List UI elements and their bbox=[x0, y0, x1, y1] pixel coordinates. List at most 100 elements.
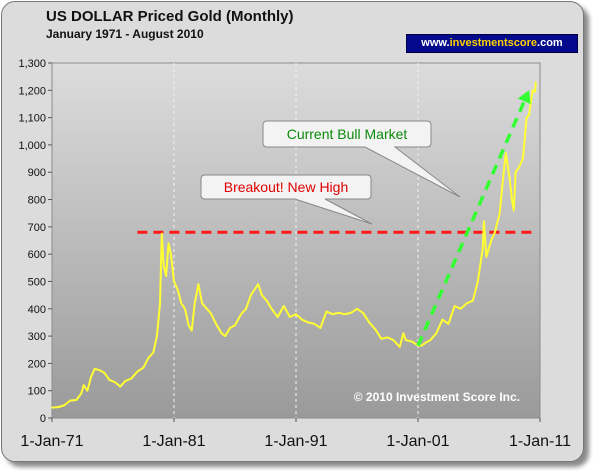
data-point-14 bbox=[119, 385, 122, 388]
website-suffix: .com bbox=[537, 37, 563, 49]
data-point-1 bbox=[57, 406, 59, 408]
data-point-13 bbox=[114, 381, 117, 384]
data-point-16 bbox=[130, 377, 133, 380]
y-tick-label-13: 1,300 bbox=[18, 58, 46, 70]
data-point-74 bbox=[405, 339, 407, 342]
data-point-26 bbox=[167, 242, 170, 244]
bull-market-callout-text: Current Bull Market bbox=[287, 126, 408, 142]
data-point-34 bbox=[193, 302, 196, 305]
data-point-70 bbox=[386, 336, 389, 339]
data-point-79 bbox=[429, 339, 432, 342]
y-tick-label-6: 600 bbox=[28, 249, 46, 261]
y-tick-label-12: 1,200 bbox=[18, 85, 46, 97]
data-point-24 bbox=[162, 264, 165, 266]
data-point-82 bbox=[447, 323, 450, 325]
copyright-label: © 2010 Investment Score Inc. bbox=[354, 390, 520, 404]
data-point-53 bbox=[283, 305, 285, 307]
data-point-51 bbox=[270, 308, 273, 310]
data-point-95 bbox=[505, 152, 507, 154]
data-point-106 bbox=[534, 81, 537, 83]
bull-market-trend-arrow bbox=[416, 100, 526, 347]
data-point-22 bbox=[159, 302, 161, 305]
data-point-39 bbox=[215, 324, 218, 327]
data-point-75 bbox=[411, 340, 413, 343]
data-point-66 bbox=[362, 312, 364, 314]
chart-subtitle: January 1971 - August 2010 bbox=[46, 27, 204, 41]
data-point-47 bbox=[253, 288, 256, 291]
data-point-43 bbox=[234, 324, 236, 327]
bull-market-callout: Current Bull Market bbox=[262, 120, 461, 198]
data-point-37 bbox=[206, 308, 208, 310]
breakout-callout-text: Breakout! New High bbox=[224, 179, 349, 195]
data-point-73 bbox=[402, 332, 405, 335]
data-point-93 bbox=[498, 212, 501, 214]
y-tick-label-3: 300 bbox=[28, 331, 46, 343]
data-point-96 bbox=[508, 176, 511, 179]
y-tick-label-4: 400 bbox=[28, 304, 46, 316]
data-point-49 bbox=[261, 294, 263, 296]
data-point-102 bbox=[525, 116, 528, 119]
data-point-27 bbox=[170, 253, 172, 255]
data-point-15 bbox=[124, 380, 126, 382]
data-point-101 bbox=[522, 157, 524, 160]
data-point-56 bbox=[301, 318, 303, 321]
breakout-callout: Breakout! New High bbox=[200, 174, 373, 225]
data-point-67 bbox=[368, 321, 371, 324]
data-point-7 bbox=[86, 389, 89, 392]
y-tick-label-9: 900 bbox=[28, 167, 46, 179]
data-point-77 bbox=[420, 344, 423, 347]
y-tick-label-10: 1,000 bbox=[18, 140, 46, 152]
data-point-60 bbox=[325, 310, 328, 313]
data-point-45 bbox=[245, 308, 247, 310]
website-highlight: investmentscore bbox=[449, 37, 538, 49]
data-point-103 bbox=[528, 114, 530, 116]
data-point-85 bbox=[466, 302, 468, 305]
data-point-55 bbox=[295, 313, 297, 316]
data-point-10 bbox=[98, 369, 101, 372]
data-point-46 bbox=[250, 294, 252, 296]
data-point-59 bbox=[319, 327, 322, 329]
data-point-11 bbox=[103, 372, 106, 374]
website-badge[interactable]: www.investmentscore.com bbox=[406, 34, 578, 53]
y-tick-label-0: 0 bbox=[40, 413, 46, 425]
data-point-31 bbox=[184, 308, 186, 310]
data-point-19 bbox=[147, 357, 150, 359]
data-point-92 bbox=[494, 231, 496, 234]
data-point-91 bbox=[490, 239, 493, 242]
data-point-61 bbox=[331, 313, 334, 316]
data-point-44 bbox=[240, 313, 242, 316]
x-tick-label-3: 1-Jan-01 bbox=[386, 433, 449, 450]
data-point-65 bbox=[356, 308, 358, 310]
data-point-48 bbox=[257, 283, 260, 286]
bull-market-callout-bubble bbox=[262, 120, 461, 198]
data-point-41 bbox=[224, 335, 226, 337]
breakout-callout-bubble bbox=[200, 174, 373, 225]
data-point-80 bbox=[435, 332, 438, 335]
data-point-38 bbox=[209, 312, 212, 314]
x-tick-label-0: 1-Jan-71 bbox=[20, 433, 83, 450]
data-point-3 bbox=[69, 399, 72, 402]
data-point-32 bbox=[187, 324, 190, 327]
data-point-18 bbox=[142, 366, 145, 369]
data-point-57 bbox=[307, 321, 310, 324]
data-point-33 bbox=[190, 329, 193, 332]
data-point-35 bbox=[197, 283, 200, 286]
data-point-58 bbox=[313, 323, 316, 325]
x-tick-label-2: 1-Jan-91 bbox=[264, 433, 327, 450]
data-point-100 bbox=[518, 166, 521, 168]
data-point-99 bbox=[514, 171, 517, 173]
data-point-86 bbox=[472, 299, 474, 302]
y-tick-label-11: 1,100 bbox=[18, 113, 46, 125]
data-point-90 bbox=[485, 256, 488, 258]
y-tick-label-7: 700 bbox=[28, 222, 46, 234]
data-point-81 bbox=[441, 318, 444, 321]
data-point-98 bbox=[513, 209, 515, 212]
data-point-88 bbox=[481, 247, 484, 250]
data-point-83 bbox=[453, 305, 456, 307]
data-point-25 bbox=[165, 275, 167, 277]
data-point-42 bbox=[229, 327, 231, 329]
data-point-8 bbox=[90, 376, 92, 378]
data-point-5 bbox=[80, 392, 83, 395]
data-point-52 bbox=[276, 316, 279, 318]
